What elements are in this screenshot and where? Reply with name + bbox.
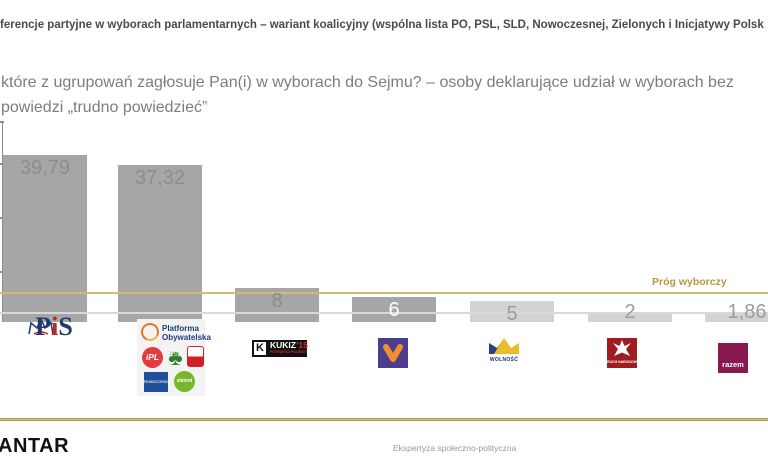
bar-razem — [705, 314, 768, 322]
razem-wordmark: razem — [722, 360, 744, 369]
kukiz-k-icon: K — [252, 340, 268, 357]
y-axis-tick — [0, 163, 4, 165]
platforma-wordmark-line1: Platforma — [162, 324, 199, 333]
y-axis-tick — [0, 217, 4, 219]
bar-value-kukiz15: 8 — [271, 290, 283, 313]
platforma-wordmark-line2: Obywatelska — [162, 333, 211, 342]
y-axis-tick — [0, 271, 4, 273]
wolnosc-wordmark: WOLNOŚĆ — [489, 357, 519, 363]
kukiz-15-text: ’15 — [295, 340, 308, 350]
bar-wiosna — [352, 296, 436, 322]
wiosna-logo — [378, 338, 408, 368]
pis-letter-s: S — [58, 312, 73, 341]
ruch-narodowy-wordmark: RUCH NARODOWY — [607, 360, 640, 364]
kukiz-wordmark: KUKIZ’15 — [270, 340, 308, 350]
survey-question-line1: które z ugrupowań zagłosuje Pan(i) w wyb… — [1, 74, 734, 91]
baseline-gridline — [0, 312, 768, 314]
pis-logo: PiS — [14, 312, 73, 366]
bar-value-koalicja: 37,32 — [134, 167, 186, 190]
bar-value-wiosna: 6 — [388, 298, 400, 321]
y-axis-line — [2, 121, 3, 322]
ruch-narodowy-eagle-icon — [613, 340, 631, 356]
bar-ruch-narodowy — [588, 313, 672, 322]
inicjatywa-polska-logo: iPL — [142, 347, 163, 368]
ruch-narodowy-logo: RUCH NARODOWY — [607, 338, 640, 368]
psl-clover-icon: ♣ — [168, 345, 183, 370]
bar-value-wolnosc: 5 — [506, 303, 518, 325]
wolnosc-crown-icon — [489, 338, 519, 354]
footer-divider — [0, 418, 768, 421]
pis-eagle-crown-icon — [28, 317, 54, 335]
kukiz-name-text: KUKIZ — [270, 340, 296, 350]
kukiz-tagline: POTRAFISZ POLSKO! — [270, 350, 307, 354]
bar-kukiz15 — [235, 288, 319, 322]
wolnosc-logo: WOLNOŚĆ — [486, 336, 522, 364]
bar-value-pis: 39,79 — [19, 157, 71, 179]
coalition-logos-card: Platforma Obywatelska iPL ♣ PSL Nowoczes… — [137, 319, 211, 396]
electoral-threshold-label: Próg wyborczy — [652, 276, 727, 288]
pis-wordmark: PiS — [30, 312, 78, 342]
bar-pis — [3, 155, 87, 322]
electoral-threshold-line — [0, 292, 768, 294]
platforma-obywatelska-icon — [138, 320, 162, 344]
bar-value-razem: 1,86 — [727, 301, 767, 323]
bar-value-ruch-narodowy: 2 — [624, 301, 636, 323]
pis-letter-p: P — [35, 312, 52, 341]
zieloni-logo: zieloni — [174, 371, 195, 392]
nowoczesna-logo: Nowoczesna — [144, 372, 170, 392]
pis-letter-i: i — [51, 312, 59, 341]
sld-flag-icon — [187, 346, 204, 367]
y-axis-tick — [0, 121, 4, 123]
wiosna-v-icon — [383, 344, 403, 362]
kantar-brand-logo: ANTAR — [0, 435, 70, 457]
footer-note: Ekspertyza społeczno-polityczna — [393, 443, 517, 453]
bar-koalicja — [118, 165, 202, 322]
razem-logo: razem — [718, 343, 748, 373]
kukiz-wordmark-box: KUKIZ’15 POTRAFISZ POLSKO! — [268, 340, 308, 357]
bar-wolnosc — [470, 301, 554, 322]
survey-question-line2: powiedzi „trudno powiedzieć” — [1, 99, 208, 116]
psl-wordmark: PSL — [169, 352, 182, 358]
slide-title: ferencje partyjne w wyborach parlamentar… — [0, 19, 764, 31]
